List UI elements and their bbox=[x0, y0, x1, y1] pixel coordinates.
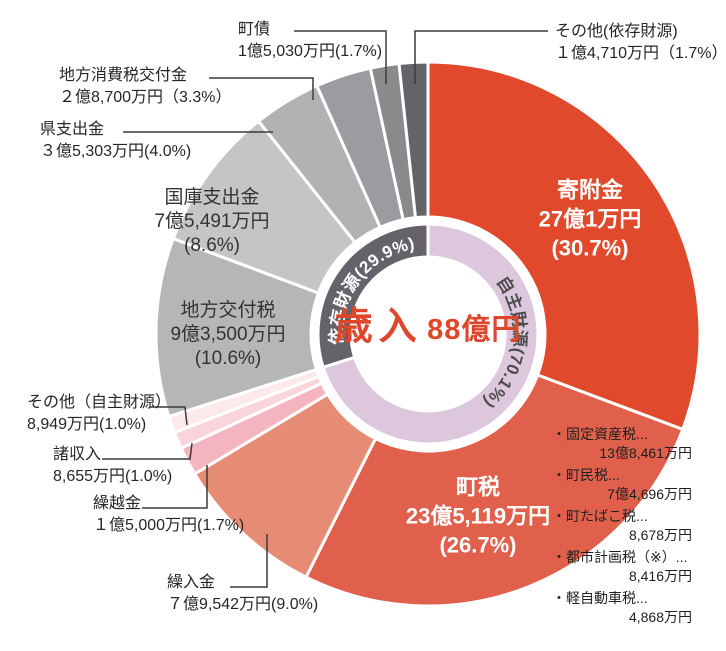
segment-label-ken-shishutsukin: 県支出金 ３億5,303万円(4.0%) bbox=[40, 121, 192, 160]
town-tax-breakdown-list: ・固定資産税... 13億8,461万円 ・町民税... 7億4,696万円 ・… bbox=[552, 425, 692, 630]
segment-label-kokko-shishutsukin: 国庫支出金 7億5,491万円 (8.6%) bbox=[154, 187, 270, 256]
leader-line bbox=[142, 465, 208, 509]
leader-line bbox=[414, 30, 548, 84]
leader-line bbox=[102, 442, 193, 460]
segment-label-chouzei: 町税 23億5,119万円 (26.7%) bbox=[405, 474, 551, 558]
segment-0 bbox=[426, 60, 702, 431]
segment-label-chihou-koufuzei: 地方交付税 9億3,500万円 (10.6%) bbox=[170, 300, 286, 369]
leader-line bbox=[150, 406, 188, 426]
chart-center-title: 歳入 88億円 bbox=[335, 305, 522, 349]
segment-label-chousai: 町債 1億5,030万円(1.7%) bbox=[238, 21, 383, 60]
center-total: 88億円 bbox=[427, 314, 522, 346]
leader-lines bbox=[102, 30, 548, 588]
segment-6 bbox=[154, 237, 320, 418]
leader-line bbox=[294, 30, 387, 84]
segment-label-kurikoshikin: 繰越金 １億5,000万円(1.7%) bbox=[93, 495, 245, 534]
segment-label-shoshuunyuu: 諸収入 8,655万円(1.0%) bbox=[53, 446, 173, 485]
breakdown-item: ・町民税... 7億4,696万円 bbox=[552, 467, 692, 502]
breakdown-item: ・固定資産税... 13億8,461万円 bbox=[552, 426, 692, 461]
center-title: 歳入 bbox=[334, 306, 423, 348]
segment-11 bbox=[397, 60, 430, 220]
segment-label-sonota-izon: その他(依存財源) １億4,710万円（1.7%） bbox=[555, 23, 726, 62]
segment-1 bbox=[304, 373, 685, 608]
leader-line bbox=[230, 534, 268, 588]
breakdown-item: ・町たばこ税... 8,678万円 bbox=[552, 508, 692, 543]
segment-label-kuriirekin: 繰入金 ７億9,542万円(9.0%) bbox=[167, 574, 319, 613]
segment-label-chihou-shouhizei: 地方消費税交付金 ２億8,700万円（3.3%） bbox=[59, 67, 232, 106]
inner-ring-0 bbox=[321, 222, 540, 446]
inner-ring-1 bbox=[316, 222, 430, 369]
leader-line bbox=[209, 77, 314, 100]
donut-segments bbox=[154, 60, 702, 608]
breakdown-item: ・軽自動車税... 4,868万円 bbox=[552, 590, 692, 625]
inner-ring bbox=[316, 222, 540, 446]
segment-label-sonota-jishu: その他（自主財源） 8,949万円(1.0%) bbox=[27, 394, 172, 433]
breakdown-item: ・都市計画税（※）... 8,416万円 bbox=[552, 549, 692, 584]
segment-label-kifukin: 寄附金 27億1万円 (30.7%) bbox=[538, 177, 642, 261]
